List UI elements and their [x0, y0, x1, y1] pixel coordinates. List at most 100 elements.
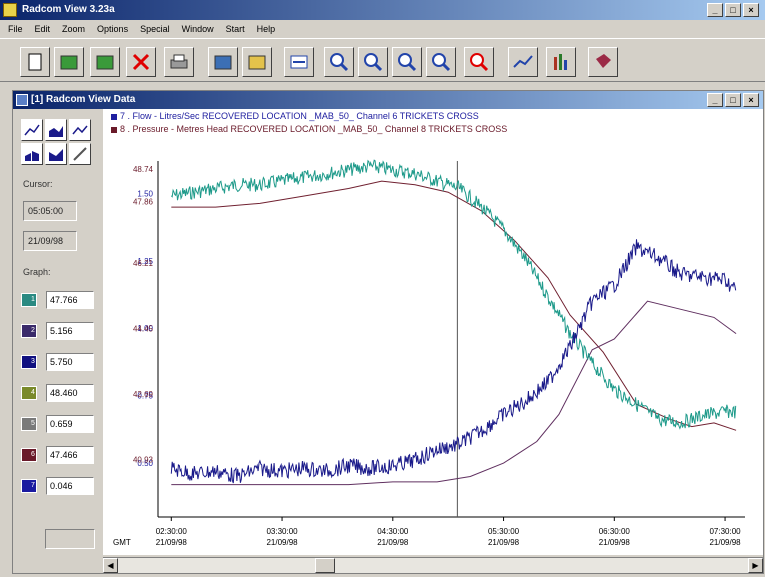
graph-color-swatch[interactable]: 3: [21, 355, 37, 369]
data-window-icon: [16, 94, 28, 106]
graph-mode-settings-icon[interactable]: [69, 143, 91, 165]
menu-options[interactable]: Options: [97, 23, 129, 34]
bars-icon[interactable]: [546, 47, 576, 77]
scroll-left-button[interactable]: ◀: [103, 558, 118, 573]
legend-pressure: 8 . Pressure - Metres Head RECOVERED LOC…: [111, 124, 507, 134]
series-flow-min: [171, 300, 737, 486]
child-minimize-button[interactable]: _: [707, 93, 723, 107]
graph-mode-multi-icon[interactable]: [69, 119, 91, 141]
maximize-button[interactable]: □: [725, 3, 741, 17]
child-maximize-button[interactable]: □: [725, 93, 741, 107]
menu-edit[interactable]: Edit: [34, 23, 51, 34]
open-green2-icon[interactable]: [90, 47, 120, 77]
graph-value-field: 5.156: [46, 322, 94, 340]
series-pressure-min: [171, 180, 737, 431]
x-date-label: 21/09/98: [488, 538, 520, 547]
trend-icon[interactable]: [508, 47, 538, 77]
graph-mode-bars-icon[interactable]: [21, 143, 43, 165]
scroll-right-button[interactable]: ▶: [748, 558, 763, 573]
graph-mode-area-icon[interactable]: [45, 119, 67, 141]
minimize-button[interactable]: _: [707, 3, 723, 17]
menu-start[interactable]: Start: [225, 23, 245, 34]
cursor-label: Cursor:: [23, 179, 53, 189]
menu-file[interactable]: File: [8, 23, 23, 34]
graph-label: Graph:: [23, 267, 51, 277]
series-pressure: [170, 159, 737, 430]
pressure-tick-label: 42.69: [133, 390, 154, 399]
x-tick-label: 03:30:00: [266, 527, 298, 536]
panel-blank-field: [45, 529, 95, 549]
chart-svg: 1.50 1.25 1.00 0.75 0.50 48.74 47.86 46.21 44.45…: [113, 159, 745, 547]
folder-icon[interactable]: [242, 47, 272, 77]
pressure-tick-label: 48.74: [133, 165, 154, 174]
flow-tick-label: 1.25: [137, 257, 153, 266]
child-close-button[interactable]: ×: [743, 93, 759, 107]
x-tick-label: 06:30:00: [599, 527, 631, 536]
x-tick-label: 05:30:00: [488, 527, 520, 536]
open-green-icon[interactable]: [54, 47, 84, 77]
flow-tick-label: 0.75: [137, 392, 153, 401]
flow-tick-label: 0.50: [137, 459, 153, 468]
graph-color-swatch[interactable]: 5: [21, 417, 37, 431]
data-window: [1] Radcom View Data _ □ × Cursor: 05:05…: [12, 90, 764, 574]
edit-chart-icon[interactable]: [208, 47, 238, 77]
app-icon: [3, 3, 17, 17]
data-window-title: [1] Radcom View Data: [31, 94, 136, 105]
graph-value-field: 48.460: [46, 384, 94, 402]
menu-window[interactable]: Window: [181, 23, 214, 34]
scroll-thumb[interactable]: [315, 558, 335, 573]
app-title: Radcom View 3.23a: [22, 4, 115, 15]
graph-color-swatch[interactable]: 2: [21, 324, 37, 338]
chart-area[interactable]: 7 . Flow - Litres/Sec RECOVERED LOCATION…: [103, 109, 763, 555]
x-date-label: 21/09/98: [709, 538, 741, 547]
x-date-label: 21/09/98: [599, 538, 631, 547]
graph-color-swatch[interactable]: 6: [21, 448, 37, 462]
legend-flow-text: 7 . Flow - Litres/Sec RECOVERED LOCATION…: [120, 111, 479, 121]
graph-mode-line-icon[interactable]: [21, 119, 43, 141]
book-icon[interactable]: [588, 47, 618, 77]
new-doc-icon[interactable]: [20, 47, 50, 77]
graph-color-swatch[interactable]: 1: [21, 293, 37, 307]
horizontal-scrollbar[interactable]: ◀ ▶: [103, 557, 763, 573]
zoom-cancel-icon[interactable]: [464, 47, 494, 77]
x-tick-label: 02:30:00: [156, 527, 188, 536]
legend-pressure-swatch: [111, 126, 117, 133]
x-date-label: 21/09/98: [156, 538, 188, 547]
print-icon[interactable]: [164, 47, 194, 77]
pressure-tick-label: 47.86: [133, 198, 154, 207]
flow-tick-label: 1.50: [137, 189, 153, 198]
cursor-time-field: 05:05:00: [23, 201, 77, 221]
menu-special[interactable]: Special: [140, 23, 170, 34]
x-tick-label: 07:30:00: [709, 527, 741, 536]
graph-value-field: 47.766: [46, 291, 94, 309]
graph-color-swatch[interactable]: 7: [21, 479, 37, 493]
app-titlebar: Radcom View 3.23a _ □ ×: [0, 0, 765, 20]
flow-tick-label: 1.00: [137, 324, 153, 333]
pressure-tick-label: 44.45: [133, 325, 154, 334]
legend-flow: 7 . Flow - Litres/Sec RECOVERED LOCATION…: [111, 111, 479, 121]
zoom-3-icon[interactable]: [392, 47, 422, 77]
menu-zoom[interactable]: Zoom: [62, 23, 86, 34]
x-tick-label: 04:30:00: [377, 527, 409, 536]
cursor-date-field: 21/09/98: [23, 231, 77, 251]
data-window-titlebar: [1] Radcom View Data _ □ ×: [13, 91, 763, 109]
close-button[interactable]: ×: [743, 3, 759, 17]
zoom-2-icon[interactable]: [358, 47, 388, 77]
delete-x-icon[interactable]: [126, 47, 156, 77]
fit-arrows-icon[interactable]: [284, 47, 314, 77]
zoom-4-icon[interactable]: [426, 47, 456, 77]
graph-mode-stacked-icon[interactable]: [45, 143, 67, 165]
gmt-label: GMT: [113, 538, 131, 547]
toolbar: [0, 38, 765, 82]
graph-color-swatch[interactable]: 4: [21, 386, 37, 400]
menu-help[interactable]: Help: [256, 23, 276, 34]
graph-value-field: 5.750: [46, 353, 94, 371]
menu-bar: File Edit Zoom Options Special Window St…: [0, 20, 765, 37]
series-flow: [170, 239, 737, 484]
x-date-label: 21/09/98: [266, 538, 298, 547]
legend-flow-swatch: [111, 113, 117, 120]
graph-value-field: 0.659: [46, 415, 94, 433]
zoom-1-icon[interactable]: [324, 47, 354, 77]
pressure-tick-label: 40.93: [133, 456, 154, 465]
x-date-label: 21/09/98: [377, 538, 409, 547]
